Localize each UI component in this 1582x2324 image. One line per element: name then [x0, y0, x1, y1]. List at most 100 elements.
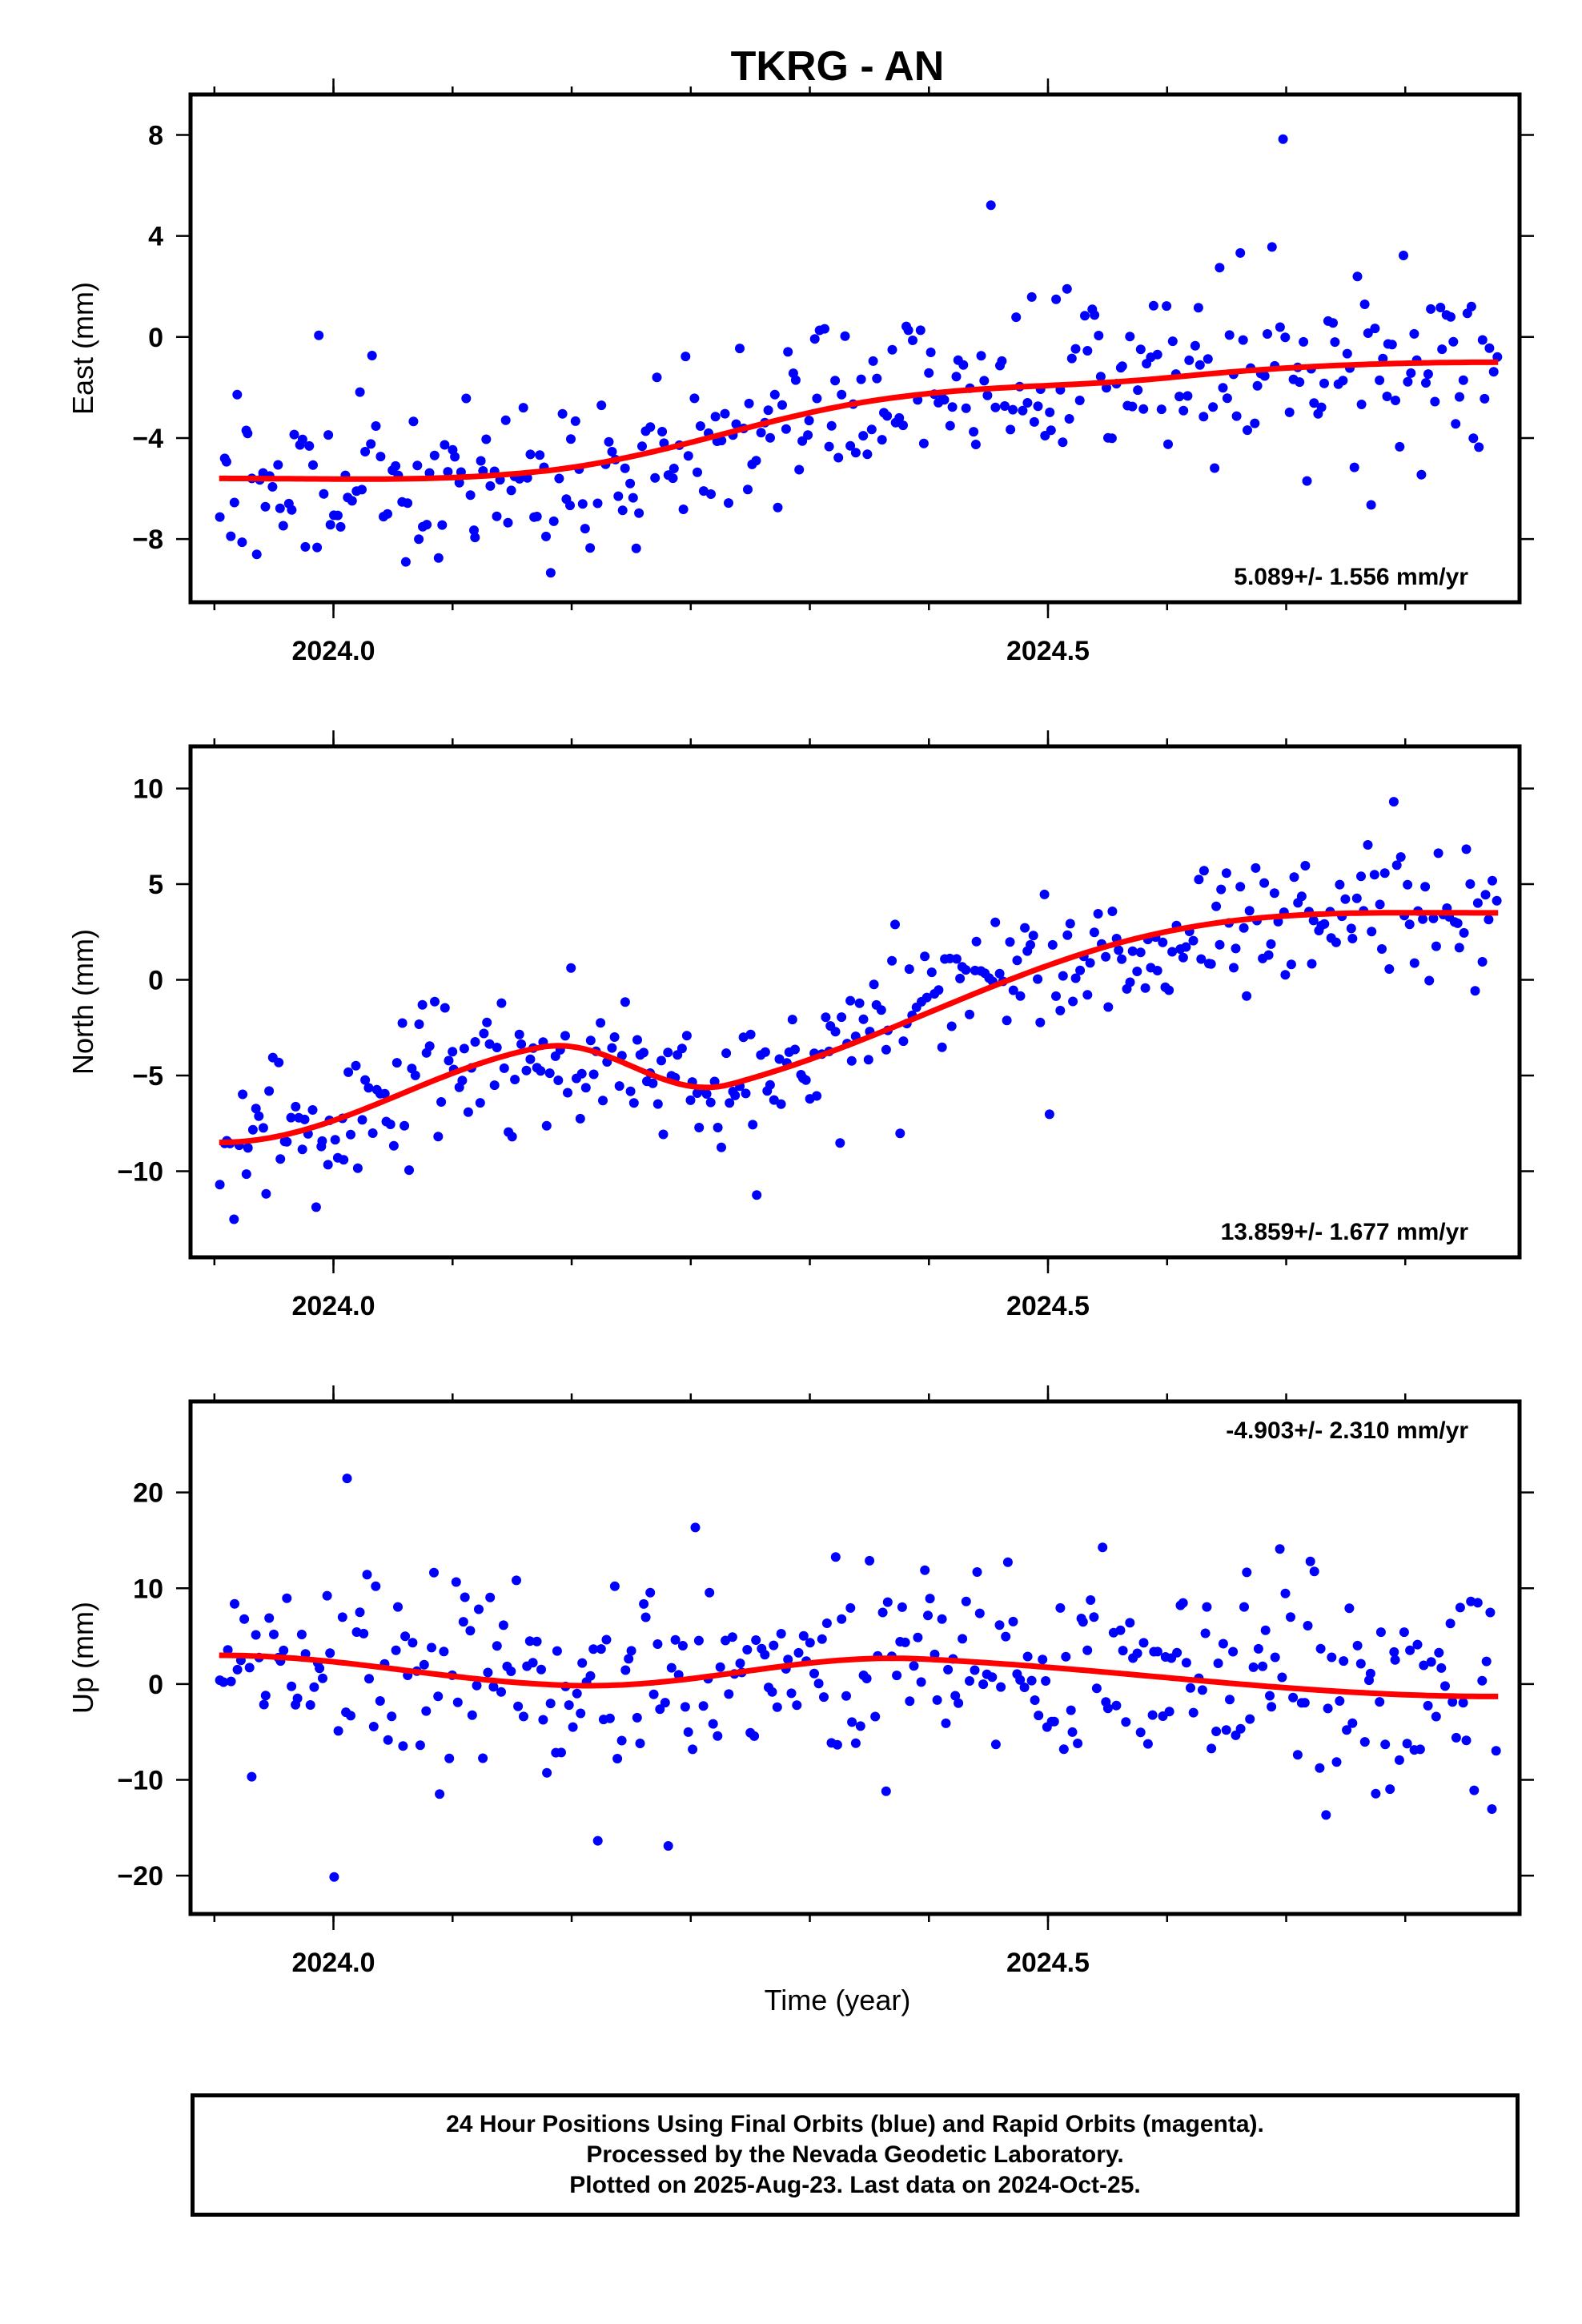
data-point — [1477, 335, 1488, 345]
data-point — [1424, 975, 1435, 986]
data-point — [412, 460, 423, 471]
data-point — [730, 1090, 741, 1100]
data-point — [1225, 1695, 1235, 1705]
data-point — [408, 1638, 418, 1648]
data-point — [1158, 937, 1168, 947]
data-point — [1309, 398, 1319, 408]
data-point — [1152, 1647, 1162, 1657]
data-point — [613, 491, 624, 501]
data-point — [830, 1027, 841, 1037]
data-point — [226, 531, 236, 541]
data-point — [448, 1047, 458, 1057]
data-point — [663, 1841, 673, 1851]
y-tick-label: 4 — [148, 222, 163, 252]
data-point — [496, 1687, 506, 1697]
data-point — [548, 516, 559, 526]
data-point — [631, 543, 641, 553]
data-point — [760, 1650, 770, 1660]
data-point — [1363, 328, 1373, 338]
data-point — [1252, 380, 1263, 391]
data-point — [961, 1596, 971, 1606]
data-point — [1058, 971, 1068, 981]
data-point — [1197, 1685, 1207, 1695]
data-point — [1239, 1602, 1249, 1612]
data-point — [724, 498, 733, 509]
data-point — [347, 496, 357, 506]
data-point — [990, 917, 1001, 927]
data-point — [1148, 300, 1158, 311]
data-point — [1213, 1659, 1223, 1668]
data-point — [1196, 954, 1207, 964]
data-point — [296, 1630, 307, 1639]
data-point — [1302, 476, 1312, 486]
data-point — [1235, 1723, 1246, 1734]
data-point — [1458, 375, 1468, 385]
data-point — [900, 1637, 910, 1647]
data-point — [1492, 895, 1502, 906]
data-point — [1125, 977, 1135, 987]
data-point — [1091, 1683, 1102, 1694]
data-point — [969, 427, 979, 437]
data-point — [855, 1721, 865, 1731]
data-point — [752, 1190, 762, 1200]
data-point — [1011, 312, 1022, 323]
data-point — [297, 1144, 307, 1155]
data-point — [403, 498, 413, 509]
data-point — [1178, 1598, 1188, 1608]
data-point — [1184, 355, 1195, 365]
data-point — [1296, 891, 1307, 902]
data-point — [1286, 959, 1296, 970]
data-point — [554, 473, 564, 484]
data-point — [1369, 870, 1379, 880]
data-point — [925, 1594, 935, 1604]
data-point — [470, 1037, 480, 1047]
data-point — [232, 389, 243, 400]
data-point — [890, 919, 900, 930]
data-point — [965, 1009, 974, 1019]
data-point — [357, 485, 367, 495]
data-point — [932, 1695, 942, 1705]
data-point — [1430, 396, 1440, 407]
data-point — [1412, 1639, 1423, 1650]
x-tick-label: 2024.0 — [291, 1291, 375, 1321]
data-point — [620, 1665, 631, 1675]
data-point — [655, 1704, 665, 1715]
data-point — [1434, 1647, 1444, 1658]
data-point — [710, 412, 721, 422]
y-tick-label: 0 — [148, 966, 163, 996]
data-point — [588, 1069, 599, 1080]
data-point — [516, 1039, 527, 1049]
data-point — [215, 1180, 225, 1190]
data-point — [1127, 401, 1138, 412]
data-point — [1359, 300, 1370, 309]
data-point — [1356, 871, 1366, 882]
data-point — [892, 1671, 902, 1681]
data-point — [987, 1672, 998, 1683]
data-point — [986, 200, 996, 211]
data-point — [1026, 292, 1037, 302]
data-point — [1140, 983, 1150, 993]
data-point — [1363, 840, 1373, 850]
data-point — [1107, 907, 1118, 916]
data-point — [427, 1642, 436, 1653]
data-point — [1008, 985, 1018, 995]
data-point — [861, 1674, 872, 1683]
data-point — [585, 1671, 596, 1681]
data-point — [979, 376, 990, 386]
data-point — [692, 1088, 702, 1098]
data-point — [1049, 1716, 1059, 1727]
data-point — [1461, 1735, 1472, 1746]
data-point — [1409, 958, 1419, 968]
data-point — [790, 1044, 800, 1055]
data-point — [903, 325, 913, 336]
data-point — [444, 1753, 455, 1763]
data-point — [688, 1744, 698, 1755]
data-point — [443, 467, 453, 477]
data-point — [625, 478, 636, 489]
y-axis-label: Up (mm) — [66, 1602, 99, 1714]
data-point — [1125, 332, 1135, 342]
data-point — [215, 512, 225, 522]
data-point — [1195, 360, 1205, 370]
data-point — [804, 416, 814, 426]
data-point — [965, 1676, 974, 1686]
